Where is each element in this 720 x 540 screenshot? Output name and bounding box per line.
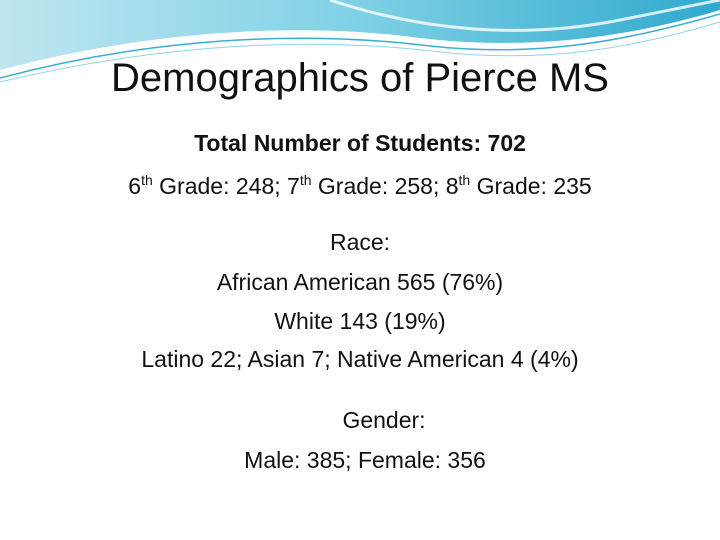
wave-line (0, 13, 720, 79)
race-line: African American 565 (76%) (216, 269, 504, 295)
wave (0, 0, 720, 70)
grade-count: Grade: 248; (159, 173, 281, 199)
grade-ordinal: 7 (287, 173, 300, 199)
race-line: Latino 22; Asian 7; Native American 4 (4… (141, 346, 579, 372)
grade-suffix: th (141, 172, 153, 188)
race-heading: Race: (329, 229, 391, 255)
grades: 6th Grade: 248; 7th Grade: 258; 8th Grad… (0, 172, 720, 200)
wave-line (0, 21, 720, 83)
gender-line: Male: 385; Female: 356 (244, 447, 486, 473)
grade-suffix: th (299, 172, 312, 188)
title: Demographics of Pierce MS (111, 56, 609, 100)
grade-ordinal: 8 (445, 173, 459, 199)
total: Total Number of Students: 702 (194, 130, 526, 156)
grade-count: Grade: 235 (476, 173, 592, 199)
grade-ordinal: 6 (128, 173, 142, 199)
wave-highlight (329, 0, 720, 32)
grade-suffix: th (458, 172, 471, 188)
race-line: White 143 (19%) (274, 308, 446, 334)
grade-count: Grade: 258; (317, 173, 440, 199)
gender-heading: Gender: (342, 407, 426, 433)
